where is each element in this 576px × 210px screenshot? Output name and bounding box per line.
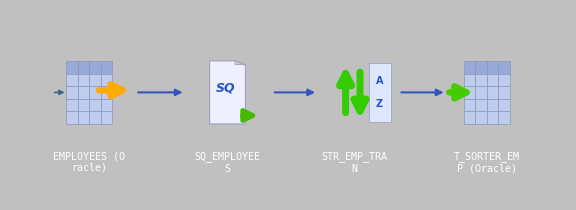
FancyBboxPatch shape (89, 61, 101, 74)
FancyBboxPatch shape (89, 99, 101, 111)
FancyBboxPatch shape (498, 86, 510, 99)
FancyBboxPatch shape (498, 111, 510, 124)
Text: A: A (376, 76, 384, 86)
FancyBboxPatch shape (78, 111, 89, 124)
FancyBboxPatch shape (101, 99, 112, 111)
FancyBboxPatch shape (66, 99, 78, 111)
Polygon shape (235, 61, 245, 65)
FancyBboxPatch shape (475, 99, 487, 111)
FancyBboxPatch shape (78, 99, 89, 111)
Text: SQ: SQ (216, 82, 236, 95)
FancyBboxPatch shape (101, 86, 112, 99)
FancyBboxPatch shape (498, 74, 510, 86)
FancyBboxPatch shape (464, 61, 475, 74)
FancyBboxPatch shape (464, 111, 475, 124)
FancyBboxPatch shape (487, 86, 498, 99)
FancyBboxPatch shape (78, 74, 89, 86)
Polygon shape (210, 61, 245, 124)
FancyBboxPatch shape (487, 61, 498, 74)
FancyBboxPatch shape (498, 61, 510, 74)
FancyBboxPatch shape (89, 74, 101, 86)
FancyBboxPatch shape (487, 111, 498, 124)
FancyBboxPatch shape (475, 74, 487, 86)
FancyBboxPatch shape (89, 86, 101, 99)
Text: Z: Z (376, 99, 383, 109)
FancyBboxPatch shape (487, 99, 498, 111)
FancyBboxPatch shape (78, 86, 89, 99)
Text: STR_EMP_TRA
N: STR_EMP_TRA N (321, 151, 387, 174)
FancyBboxPatch shape (66, 61, 78, 74)
FancyBboxPatch shape (475, 111, 487, 124)
FancyBboxPatch shape (475, 61, 487, 74)
FancyBboxPatch shape (78, 61, 89, 74)
FancyBboxPatch shape (89, 111, 101, 124)
FancyBboxPatch shape (464, 74, 475, 86)
FancyBboxPatch shape (101, 74, 112, 86)
FancyBboxPatch shape (464, 86, 475, 99)
FancyBboxPatch shape (498, 99, 510, 111)
FancyBboxPatch shape (66, 74, 78, 86)
FancyBboxPatch shape (101, 61, 112, 74)
Text: EMPLOYEES (O
racle): EMPLOYEES (O racle) (53, 151, 126, 173)
FancyBboxPatch shape (487, 74, 498, 86)
FancyBboxPatch shape (66, 111, 78, 124)
FancyBboxPatch shape (101, 111, 112, 124)
FancyBboxPatch shape (369, 63, 391, 122)
Text: T_SORTER_EM
P (Oracle): T_SORTER_EM P (Oracle) (454, 151, 520, 174)
FancyBboxPatch shape (464, 99, 475, 111)
Text: SQ_EMPLOYEE
S: SQ_EMPLOYEE S (195, 151, 260, 174)
FancyBboxPatch shape (475, 86, 487, 99)
FancyBboxPatch shape (66, 86, 78, 99)
